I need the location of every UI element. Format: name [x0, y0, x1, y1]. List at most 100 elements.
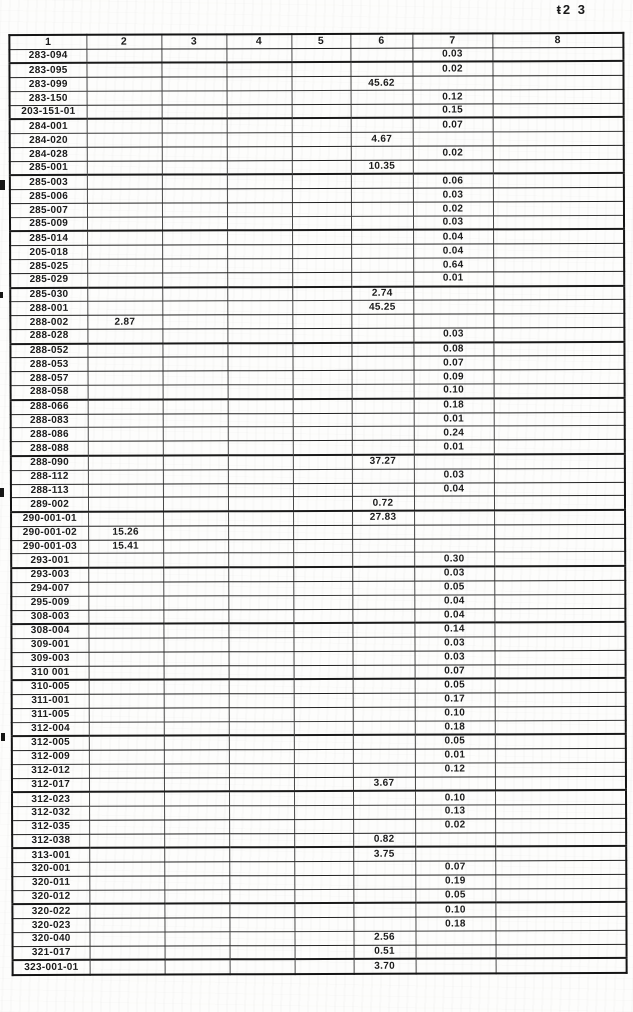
- empty-cell: [294, 861, 354, 876]
- row-id-cell: 285-030: [10, 287, 88, 302]
- empty-cell: [228, 763, 294, 778]
- empty-cell: [164, 847, 230, 863]
- empty-cell: [415, 832, 496, 847]
- empty-cell: [164, 819, 230, 834]
- empty-cell: [87, 287, 163, 302]
- empty-cell: [352, 580, 415, 596]
- empty-cell: [294, 889, 354, 904]
- empty-cell: [294, 903, 354, 918]
- value-cell: 0.03: [414, 636, 495, 651]
- row-id-cell: 288-058: [10, 385, 88, 400]
- empty-cell: [353, 888, 416, 904]
- empty-cell: [494, 720, 626, 735]
- empty-cell: [493, 355, 625, 371]
- empty-cell: [494, 776, 626, 791]
- empty-cell: [414, 510, 495, 525]
- empty-cell: [493, 327, 625, 342]
- empty-cell: [87, 399, 163, 414]
- empty-cell: [352, 664, 415, 679]
- row-id-cell: 205-018: [10, 245, 88, 260]
- empty-cell: [293, 608, 353, 623]
- empty-cell: [86, 91, 162, 106]
- empty-cell: [229, 819, 295, 834]
- empty-cell: [89, 903, 165, 919]
- empty-cell: [88, 553, 164, 568]
- value-cell: 0.18: [415, 916, 496, 932]
- value-cell: 0.10: [413, 384, 494, 399]
- empty-cell: [161, 174, 227, 190]
- empty-cell: [352, 524, 415, 539]
- empty-cell: [492, 173, 624, 189]
- empty-cell: [353, 917, 416, 932]
- empty-cell: [161, 76, 227, 92]
- value-cell: 0.04: [413, 244, 494, 259]
- empty-cell: [493, 271, 625, 286]
- empty-cell: [493, 313, 625, 329]
- value-cell: 4.67: [350, 132, 413, 147]
- row-id-cell: 288-002: [10, 315, 88, 330]
- empty-cell: [226, 160, 292, 175]
- empty-cell: [87, 259, 163, 274]
- empty-cell: [227, 427, 293, 442]
- empty-cell: [293, 651, 353, 666]
- value-cell: 2.74: [351, 286, 414, 301]
- value-cell: 3.67: [352, 776, 416, 791]
- empty-cell: [87, 427, 163, 442]
- empty-cell: [294, 945, 354, 960]
- row-id-cell: 311-001: [11, 694, 89, 709]
- empty-cell: [413, 314, 494, 329]
- empty-cell: [494, 537, 626, 553]
- row-id-cell: 312-035: [12, 820, 90, 835]
- empty-cell: [413, 300, 494, 315]
- empty-cell: [353, 805, 416, 820]
- empty-cell: [162, 371, 228, 386]
- empty-cell: [229, 959, 295, 975]
- empty-cell: [293, 734, 353, 750]
- row-id-cell: 309-003: [11, 651, 89, 667]
- empty-cell: [293, 595, 353, 610]
- empty-cell: [492, 75, 624, 90]
- row-id-cell: 320-011: [12, 876, 90, 891]
- value-cell: 3.70: [353, 958, 416, 975]
- row-id-cell: 312-012: [11, 764, 89, 779]
- empty-cell: [89, 875, 165, 891]
- empty-cell: [164, 791, 230, 807]
- empty-cell: [414, 538, 495, 553]
- row-id-cell: 293-001: [11, 553, 89, 568]
- empty-cell: [494, 706, 626, 721]
- empty-cell: [494, 607, 626, 623]
- empty-cell: [227, 469, 293, 484]
- value-cell: 0.09: [413, 370, 494, 385]
- empty-cell: [88, 623, 164, 639]
- row-id-cell: 290-001-01: [11, 511, 89, 527]
- row-id-cell: 288-086: [10, 427, 88, 442]
- value-cell: 0.14: [414, 622, 495, 637]
- empty-cell: [227, 230, 293, 246]
- value-cell: 0.12: [412, 89, 493, 105]
- empty-cell: [492, 201, 624, 216]
- empty-cell: [293, 637, 353, 652]
- row-id-cell: 308-003: [11, 609, 89, 624]
- empty-cell: [291, 76, 351, 91]
- empty-cell: [162, 413, 228, 428]
- empty-cell: [494, 580, 626, 595]
- empty-cell: [495, 874, 627, 889]
- empty-cell: [88, 721, 164, 736]
- empty-cell: [86, 118, 162, 134]
- empty-cell: [293, 552, 353, 567]
- empty-cell: [87, 245, 163, 260]
- empty-cell: [294, 833, 354, 848]
- empty-cell: [162, 315, 228, 330]
- empty-cell: [493, 299, 625, 315]
- empty-cell: [228, 665, 294, 680]
- row-id-cell: 290-001-03: [11, 539, 89, 555]
- empty-cell: [163, 651, 229, 666]
- empty-cell: [228, 735, 294, 750]
- empty-cell: [228, 707, 294, 722]
- value-cell: 0.08: [413, 341, 494, 357]
- empty-cell: [161, 90, 227, 105]
- empty-cell: [294, 805, 354, 820]
- empty-cell: [229, 889, 295, 904]
- empty-cell: [292, 272, 352, 287]
